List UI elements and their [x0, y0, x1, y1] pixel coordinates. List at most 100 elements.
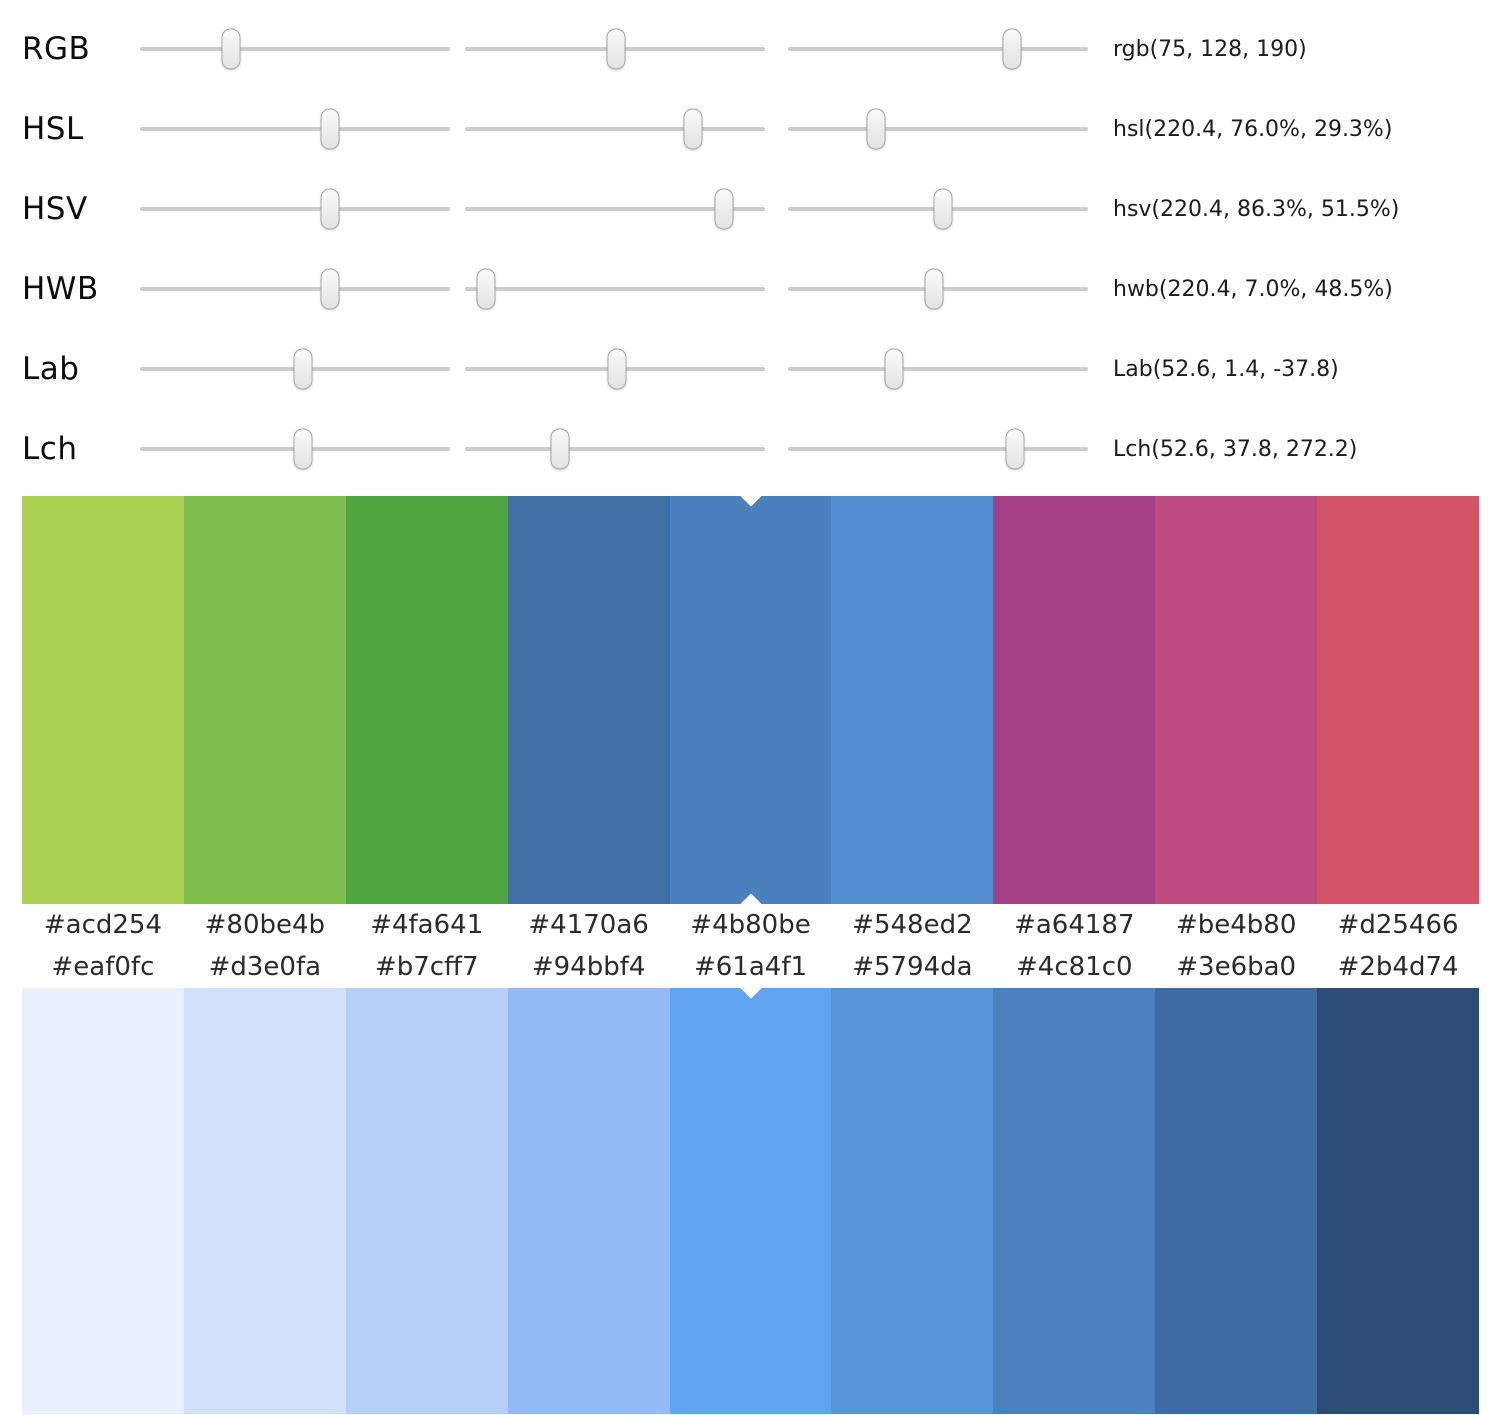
rgb-channel-3-slider[interactable] — [788, 26, 1088, 72]
color-swatch[interactable] — [831, 988, 994, 1414]
slider-row-lab: Lab Lab(52.6, 1.4, -37.8) — [0, 329, 1501, 409]
lab-channel-2-slider[interactable] — [465, 346, 765, 392]
color-value-text: rgb(75, 128, 190) — [1113, 36, 1307, 62]
swatch-hex-label: #4c81c0 — [1016, 952, 1133, 982]
color-swatch[interactable] — [1317, 496, 1480, 904]
color-swatch[interactable] — [507, 496, 670, 904]
colorspace-label: Lch — [22, 431, 78, 467]
palette-lightness-scale — [22, 977, 1480, 1414]
swatch-hex-label: #5794da — [852, 952, 973, 982]
slider-track — [140, 47, 450, 51]
hwb-channel-3-slider[interactable] — [788, 266, 1088, 312]
hsv-channel-1-slider[interactable] — [140, 186, 450, 232]
slider-thumb[interactable] — [221, 28, 241, 70]
lch-channel-2-slider[interactable] — [465, 426, 765, 472]
swatch-hex-label: #eaf0fc — [51, 952, 155, 982]
lch-channel-3-slider[interactable] — [788, 426, 1088, 472]
slider-track — [465, 287, 765, 291]
slider-thumb[interactable] — [866, 108, 886, 150]
swatch-hex-label: #d25466 — [1337, 910, 1459, 940]
swatch-hex-label: #be4b80 — [1175, 910, 1297, 940]
slider-track — [140, 127, 450, 131]
lab-channel-1-slider[interactable] — [140, 346, 450, 392]
slider-thumb[interactable] — [550, 428, 569, 470]
slider-thumb[interactable] — [933, 188, 952, 230]
hwb-channel-2-slider[interactable] — [465, 266, 765, 312]
swatch-hex-label: #4170a6 — [528, 910, 649, 940]
slider-row-lch: Lch Lch(52.6, 37.8, 272.2) — [0, 409, 1501, 489]
slider-thumb[interactable] — [714, 188, 734, 230]
color-swatch[interactable] — [669, 988, 832, 1414]
swatch-hex-label: #94bbf4 — [531, 952, 646, 982]
slider-thumb[interactable] — [1005, 428, 1025, 470]
palette-hue-scale — [22, 485, 1480, 915]
slider-track — [140, 207, 450, 211]
color-swatch[interactable] — [831, 496, 994, 904]
slider-thumb[interactable] — [1002, 28, 1021, 70]
lab-channel-3-slider[interactable] — [788, 346, 1088, 392]
color-value-text: hsv(220.4, 86.3%, 51.5%) — [1113, 196, 1400, 222]
slider-thumb[interactable] — [476, 268, 496, 310]
slider-thumb[interactable] — [320, 108, 340, 150]
slider-track — [788, 447, 1088, 451]
rgb-channel-2-slider[interactable] — [465, 26, 765, 72]
slider-thumb[interactable] — [320, 188, 340, 230]
color-swatch[interactable] — [183, 988, 346, 1414]
hsl-channel-3-slider[interactable] — [788, 106, 1088, 152]
swatch-hex-label: #b7cff7 — [374, 952, 479, 982]
color-swatch[interactable] — [1155, 496, 1318, 904]
color-swatch[interactable] — [1317, 988, 1480, 1414]
slider-thumb[interactable] — [293, 348, 313, 390]
swatch-hex-label: #80be4b — [204, 910, 326, 940]
colorspace-label: HWB — [22, 271, 99, 307]
lch-channel-1-slider[interactable] — [140, 426, 450, 472]
slider-track — [465, 127, 765, 131]
slider-thumb[interactable] — [683, 108, 703, 150]
color-value-text: hwb(220.4, 7.0%, 48.5%) — [1113, 276, 1393, 302]
color-swatch[interactable] — [345, 988, 508, 1414]
color-value-text: Lab(52.6, 1.4, -37.8) — [1113, 356, 1339, 382]
slider-track — [465, 447, 765, 451]
slider-rows: RGB rgb(75, 128, 190) HSL hsl(220.4, 76.0%,… — [0, 9, 1501, 489]
hwb-channel-1-slider[interactable] — [140, 266, 450, 312]
slider-track — [788, 367, 1088, 371]
color-swatch[interactable] — [993, 988, 1156, 1414]
swatch-hex-label: #3e6ba0 — [1176, 952, 1297, 982]
slider-thumb[interactable] — [320, 268, 340, 310]
color-swatch[interactable] — [669, 496, 832, 904]
slider-track — [465, 207, 765, 211]
slider-row-rgb: RGB rgb(75, 128, 190) — [0, 9, 1501, 89]
colorspace-label: Lab — [22, 351, 80, 387]
swatch-hex-label: #548ed2 — [852, 910, 973, 940]
swatch-hex-label: #a64187 — [1014, 910, 1135, 940]
slider-thumb[interactable] — [607, 348, 627, 390]
swatch-hex-label: #d3e0fa — [208, 952, 322, 982]
hsv-channel-3-slider[interactable] — [788, 186, 1088, 232]
slider-thumb[interactable] — [924, 268, 943, 310]
color-swatch[interactable] — [183, 496, 346, 904]
color-swatch[interactable] — [345, 496, 508, 904]
hsl-channel-1-slider[interactable] — [140, 106, 450, 152]
swatch-hex-label: #2b4d74 — [1337, 952, 1459, 982]
color-swatch[interactable] — [22, 496, 184, 904]
swatch-hex-label: #4fa641 — [370, 910, 484, 940]
slider-track — [140, 287, 450, 291]
palette-lightness-scale-labels: #eaf0fc #d3e0fa #b7cff7 #94bbf4 #61a4f1 #5794… — [22, 946, 1479, 988]
color-swatch[interactable] — [1155, 988, 1318, 1414]
slider-thumb[interactable] — [606, 28, 626, 70]
hsv-channel-2-slider[interactable] — [465, 186, 765, 232]
slider-row-hsl: HSL hsl(220.4, 76.0%, 29.3%) — [0, 89, 1501, 169]
color-swatch[interactable] — [22, 988, 184, 1414]
slider-thumb[interactable] — [293, 428, 313, 470]
color-value-text: hsl(220.4, 76.0%, 29.3%) — [1113, 116, 1393, 142]
color-swatch[interactable] — [507, 988, 670, 1414]
color-swatch[interactable] — [993, 496, 1156, 904]
slider-row-hwb: HWB hwb(220.4, 7.0%, 48.5%) — [0, 249, 1501, 329]
slider-thumb[interactable] — [884, 348, 904, 390]
color-value-text: Lch(52.6, 37.8, 272.2) — [1113, 436, 1358, 462]
rgb-channel-1-slider[interactable] — [140, 26, 450, 72]
color-slider-section: RGB rgb(75, 128, 190) HSL hsl(220.4, 76.0%,… — [0, 0, 1501, 489]
colorspace-label: HSL — [22, 111, 84, 147]
hsl-channel-2-slider[interactable] — [465, 106, 765, 152]
slider-row-hsv: HSV hsv(220.4, 86.3%, 51.5%) — [0, 169, 1501, 249]
